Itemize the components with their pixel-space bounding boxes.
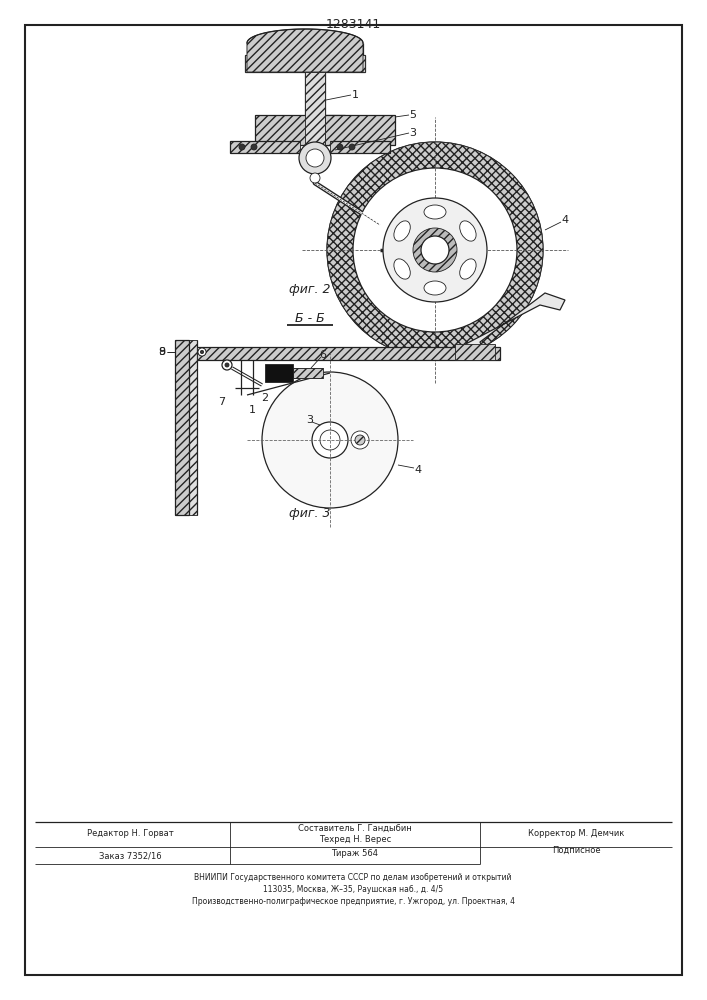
- Circle shape: [262, 372, 398, 508]
- Circle shape: [222, 360, 232, 370]
- Text: Б - Б: Б - Б: [295, 312, 325, 324]
- Bar: [197, 347, 500, 360]
- Circle shape: [383, 198, 487, 302]
- Text: 1: 1: [351, 90, 358, 100]
- Text: x: x: [433, 285, 437, 291]
- Text: 2: 2: [262, 393, 269, 403]
- Text: x: x: [433, 209, 437, 215]
- Circle shape: [413, 228, 457, 272]
- Text: x: x: [400, 266, 404, 272]
- Text: фиг. 3: фиг. 3: [289, 506, 331, 520]
- Text: x: x: [400, 228, 404, 234]
- Circle shape: [198, 348, 206, 356]
- Text: Составитель Г. Гандыбин: Составитель Г. Гандыбин: [298, 824, 412, 832]
- Text: фиг. 2: фиг. 2: [289, 284, 331, 296]
- Circle shape: [201, 351, 204, 354]
- Text: ВНИИПИ Государственного комитета СССР по делам изобретений и открытий: ВНИИПИ Государственного комитета СССР по…: [194, 872, 512, 882]
- Bar: [330, 141, 390, 153]
- Text: Подписное: Подписное: [551, 846, 600, 854]
- Circle shape: [198, 348, 206, 356]
- Bar: [325, 115, 395, 145]
- Text: 1283141: 1283141: [325, 18, 380, 31]
- Ellipse shape: [460, 259, 476, 279]
- Circle shape: [337, 144, 343, 150]
- Circle shape: [251, 144, 257, 150]
- Text: A - A: A - A: [296, 53, 325, 66]
- Text: Заказ 7352/16: Заказ 7352/16: [99, 852, 161, 860]
- Text: 113035, Москва, Ж–35, Раушская наб., д. 4/5: 113035, Москва, Ж–35, Раушская наб., д. …: [263, 884, 443, 894]
- Polygon shape: [247, 29, 363, 72]
- Text: x: x: [466, 266, 470, 272]
- Text: Редактор Н. Горват: Редактор Н. Горват: [87, 830, 173, 838]
- Circle shape: [299, 142, 331, 174]
- Bar: [175, 340, 189, 515]
- Text: x: x: [466, 228, 470, 234]
- Text: Техред Н. Верес: Техред Н. Верес: [319, 836, 391, 844]
- Bar: [455, 344, 495, 360]
- Text: Тираж 564: Тираж 564: [332, 850, 378, 858]
- Circle shape: [312, 422, 348, 458]
- Circle shape: [421, 236, 449, 264]
- Ellipse shape: [394, 221, 410, 241]
- Circle shape: [320, 430, 340, 450]
- Circle shape: [351, 431, 369, 449]
- Text: Производственно-полиграфическое предприятие, г. Ужгород, ул. Проектная, 4: Производственно-полиграфическое предприя…: [192, 896, 515, 906]
- Bar: [255, 115, 345, 145]
- Ellipse shape: [460, 221, 476, 241]
- Circle shape: [327, 142, 543, 358]
- Circle shape: [353, 168, 517, 332]
- Ellipse shape: [424, 281, 446, 295]
- Text: Корректор М. Демчик: Корректор М. Демчик: [528, 830, 624, 838]
- Circle shape: [306, 149, 324, 167]
- Bar: [293, 368, 323, 378]
- Circle shape: [349, 144, 355, 150]
- Circle shape: [310, 173, 320, 183]
- Circle shape: [201, 351, 204, 354]
- Text: 3: 3: [409, 128, 416, 138]
- Text: 9: 9: [158, 347, 165, 357]
- Text: 1: 1: [248, 405, 255, 415]
- Text: 5: 5: [409, 110, 416, 120]
- Bar: [245, 55, 365, 72]
- Text: 8: 8: [158, 347, 165, 357]
- Bar: [230, 141, 300, 153]
- Ellipse shape: [394, 259, 410, 279]
- Ellipse shape: [424, 205, 446, 219]
- Circle shape: [355, 435, 365, 445]
- Bar: [305, 72, 325, 165]
- Bar: [189, 340, 197, 515]
- Text: 4: 4: [561, 215, 568, 225]
- Circle shape: [225, 363, 229, 367]
- Circle shape: [327, 142, 543, 358]
- Text: 7: 7: [218, 397, 226, 407]
- Text: 4: 4: [414, 465, 421, 475]
- Polygon shape: [460, 293, 565, 360]
- Bar: [265, 364, 293, 382]
- Circle shape: [239, 144, 245, 150]
- Text: 3: 3: [307, 415, 313, 425]
- Text: 6: 6: [320, 350, 327, 360]
